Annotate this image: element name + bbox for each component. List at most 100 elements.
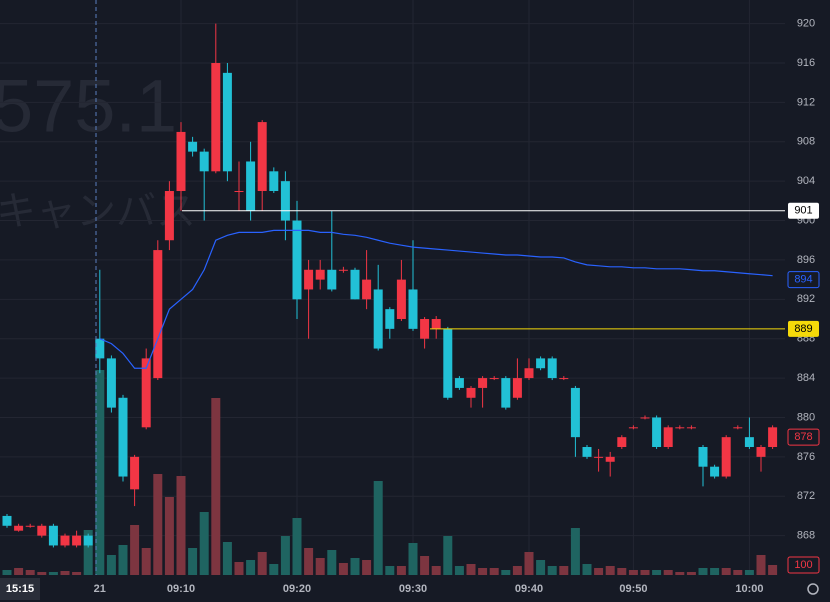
volume-bar [652, 570, 662, 575]
candle-body [617, 437, 627, 448]
candle-body [118, 397, 128, 477]
volume-bar [524, 552, 534, 575]
candle-body [466, 387, 476, 398]
volume-bar [466, 564, 476, 575]
x-tick-label: 09:10 [167, 583, 195, 595]
volume-bar [362, 560, 372, 575]
candle-body [733, 427, 743, 429]
volume-bar [95, 370, 105, 575]
y-tick-label: 880 [797, 411, 815, 423]
volume-bar [605, 566, 615, 575]
volume-bar [675, 572, 685, 575]
candle-body [199, 151, 209, 172]
candle-body [222, 72, 232, 172]
watermark-sub: キャンバス [0, 190, 196, 234]
volume-bar [25, 570, 35, 575]
candle-body [25, 525, 35, 527]
volume-bar [234, 562, 244, 575]
candle-body [304, 269, 314, 290]
candle-body [327, 269, 337, 290]
volume-bar [48, 572, 58, 575]
candle-body [280, 181, 290, 221]
volume-bar [373, 481, 383, 575]
volume-bar [408, 543, 418, 575]
volume-bar [478, 568, 488, 575]
volume-bar [710, 568, 720, 575]
volume-bar [118, 545, 128, 575]
volume-bar [350, 558, 360, 575]
candle-body [396, 279, 406, 320]
candle-body [663, 427, 673, 448]
candle-body [721, 437, 731, 477]
volume-bar [431, 566, 441, 575]
volume-bar [768, 565, 778, 575]
candle-body [524, 368, 534, 379]
volume-bar [454, 566, 464, 575]
candle-body [570, 387, 580, 438]
x-tick-label: 21 [94, 583, 106, 595]
volume-bar [269, 564, 279, 575]
last-price-box [787, 428, 820, 446]
volume-bar [501, 570, 511, 575]
volume-bar [304, 548, 314, 575]
candle-body [756, 447, 766, 457]
candle-body [83, 535, 93, 546]
candle-body [559, 378, 569, 380]
volume-bar [211, 398, 221, 575]
volume-bar [744, 570, 754, 575]
candle-body [536, 358, 546, 369]
candle-body [547, 358, 557, 379]
candle-body [2, 515, 12, 526]
y-tick-label: 904 [797, 175, 815, 187]
settings-icon [807, 583, 819, 595]
candle-body [744, 437, 754, 448]
volume-bar [489, 568, 499, 575]
volume-bar [628, 570, 638, 575]
candle-body [350, 269, 360, 300]
candle-body [420, 319, 430, 339]
volume-bar [130, 525, 140, 575]
volume-bar [222, 542, 232, 575]
price-level-box [788, 320, 819, 337]
y-tick-label: 884 [797, 372, 815, 384]
candle-body [164, 191, 174, 241]
crosshair-box [0, 578, 40, 600]
candle-body [710, 466, 720, 477]
y-tick-label: 912 [797, 96, 815, 108]
candle-body [211, 63, 221, 172]
volume-bar [733, 570, 743, 575]
candle-body [478, 378, 488, 388]
y-tick-label: 892 [797, 293, 815, 305]
volume-bar [663, 570, 673, 575]
y-tick-label: 920 [797, 18, 815, 30]
candle-body [501, 378, 511, 408]
x-tick-label: 10:00 [735, 583, 763, 595]
candle-body [605, 456, 615, 462]
volume-bar [512, 566, 522, 575]
price-level-label: 901 [794, 205, 812, 217]
volume-bar [396, 566, 406, 575]
candle-body [292, 220, 302, 300]
volume-bar [594, 568, 604, 575]
volume-bar [698, 568, 708, 575]
candle-body [582, 447, 592, 457]
volume-label: 100 [794, 559, 812, 571]
price-level-label: 889 [794, 323, 812, 335]
candle-body [454, 378, 464, 388]
candle-body [675, 427, 685, 429]
volume-bar [570, 528, 580, 575]
candle-body [408, 289, 418, 329]
candle-body [95, 338, 105, 359]
candle-body [106, 358, 116, 408]
volume-bar [582, 564, 592, 575]
candle-body [269, 171, 279, 192]
candle-body [48, 525, 58, 546]
volume-bar [420, 556, 430, 575]
candle-body [130, 456, 140, 490]
candle-body [176, 131, 186, 192]
volume-bar [686, 572, 696, 575]
volume-bar [141, 548, 151, 575]
crosshair-label: 15:15 [6, 583, 34, 595]
candle-body [594, 456, 604, 458]
volume-bar [280, 536, 290, 575]
